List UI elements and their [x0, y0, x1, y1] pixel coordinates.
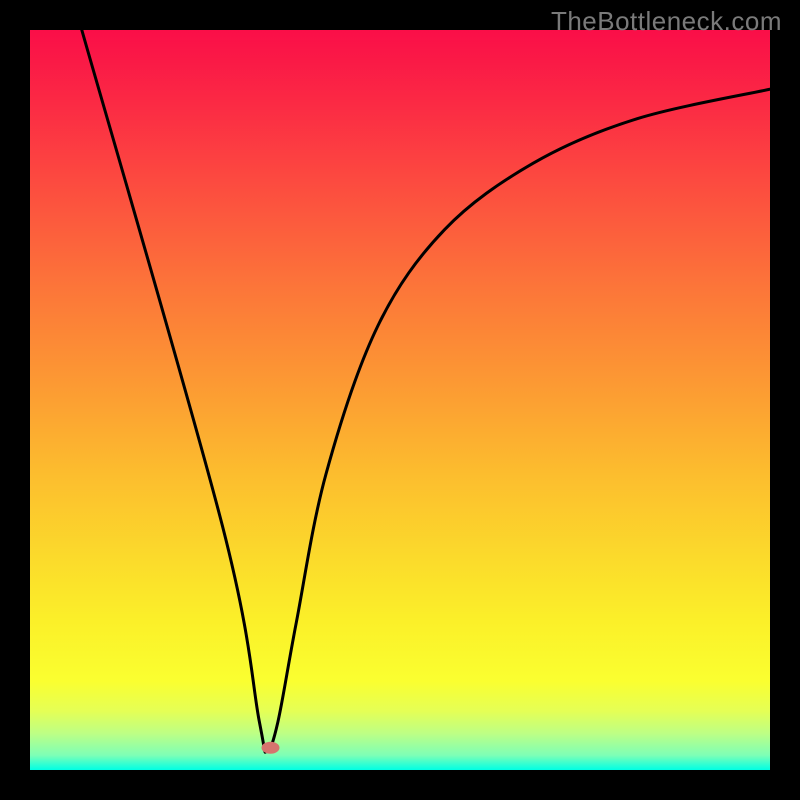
optimum-marker	[262, 742, 280, 754]
plot-background	[30, 30, 770, 770]
chart-container: TheBottleneck.com	[0, 0, 800, 800]
bottleneck-chart	[0, 0, 800, 800]
watermark-text: TheBottleneck.com	[551, 6, 782, 37]
